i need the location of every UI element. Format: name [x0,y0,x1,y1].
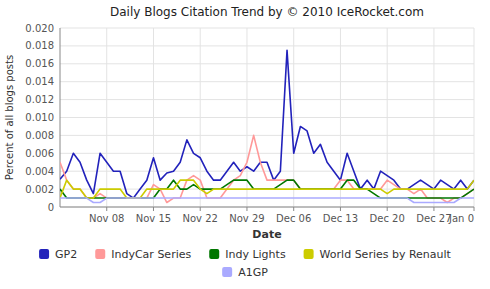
series-line [60,198,474,202]
series-lines [60,50,474,202]
x-tick [433,207,434,211]
x-tick [246,207,247,211]
legend-item: Indy Lights [209,248,286,261]
y-tick-label: 0.002 [25,184,54,195]
title: Daily Blogs Citation Trend by © 2010 Ice… [110,5,424,19]
y-tick-label: 0.018 [25,40,54,51]
y-grid-line [60,45,474,46]
legend-label: World Series by Renault [320,248,452,261]
y-tick-label: 0.016 [25,58,54,69]
legend: GP2 IndyCar Series Indy Lights World Series… [39,248,452,279]
x-tick [474,207,475,211]
x-tick-label: Nov 15 [136,213,171,224]
y-tick-label: 0.020 [25,23,54,34]
series-line [60,135,474,202]
x-axis-label: Date [252,228,281,241]
legend-swatch [222,267,232,277]
x-tick-label: Dec 20 [370,213,405,224]
y-axis-line [60,28,61,207]
y-grid-line [60,117,474,118]
legend-label: GP2 [55,248,77,261]
y-grid-line [60,171,474,172]
y-tick-label: 0.004 [25,166,54,177]
x-grid-line [106,28,107,207]
y-grid-line [60,207,474,208]
y-grid-line [60,28,474,29]
x-tick [106,207,107,211]
x-grid-line [433,28,434,207]
legend-label: A1GP [238,266,268,279]
x-axis-line [60,207,474,208]
legend-item: World Series by Renault [304,248,452,261]
x-tick [200,207,201,211]
x-tick [293,207,294,211]
y-tick-label: 0.010 [25,112,54,123]
series-line [60,180,474,198]
x-grid-line [153,28,154,207]
y-grid-line [60,135,474,136]
y-axis-label: Percent of all blogs posts [4,55,15,180]
legend-swatch [209,249,219,259]
legend-swatch [304,249,314,259]
y-grid-line [60,81,474,82]
y-grid-line [60,63,474,64]
x-tick [387,207,388,211]
x-tick [153,207,154,211]
grid [60,28,474,207]
y-tick-label: 0.012 [25,94,54,105]
x-tick-label: Dec 06 [276,213,311,224]
x-tick [340,207,341,211]
y-grid-line [60,99,474,100]
x-tick-label: Nov 22 [183,213,218,224]
y-tick-label: 0.014 [25,76,54,87]
y-tick-label: 0 [48,202,54,213]
series-line [60,50,474,198]
x-tick-label: Dec 13 [323,213,358,224]
legend-item: A1GP [222,266,268,279]
chart: Daily Blogs Citation Trend by © 2010 Ice… [0,0,490,289]
series-line [60,180,474,198]
x-tick-label: Nov 08 [89,213,124,224]
y-tick-label: 0.008 [25,130,54,141]
x-tick-label: Nov 29 [229,213,264,224]
x-tick-label: Dec 27 [416,213,451,224]
legend-swatch [95,249,105,259]
x-tick-label: Jan 0 [448,213,474,224]
y-grid-line [60,153,474,154]
legend-item: IndyCar Series [95,248,191,261]
legend-swatch [39,249,49,259]
legend-label: Indy Lights [225,248,286,261]
legend-label: IndyCar Series [111,248,191,261]
legend-item: GP2 [39,248,77,261]
y-tick-label: 0.006 [25,148,54,159]
